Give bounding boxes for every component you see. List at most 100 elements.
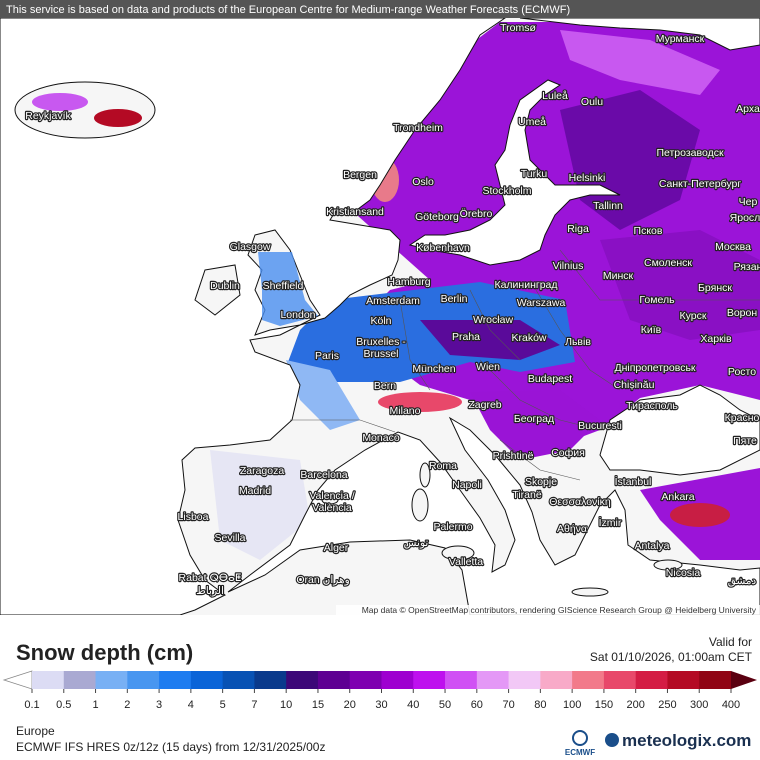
tick-label: 30 <box>375 699 387 711</box>
city-label: Гомель <box>639 294 675 306</box>
city-label: Харків <box>700 333 732 345</box>
attribution-bg <box>336 605 760 615</box>
tick-label: 50 <box>439 699 451 711</box>
tick-label: 150 <box>595 699 613 711</box>
city-label: Bergen <box>343 169 377 181</box>
legend-panel: Snow depth (cm) Valid for Sat 01/10/2026… <box>0 615 760 760</box>
city-label: Reykjavík <box>25 110 71 122</box>
color-segment <box>317 671 351 689</box>
tick-label: 400 <box>722 699 740 711</box>
city-label: الرباط <box>196 585 224 597</box>
city-label: Ankara <box>661 491 694 503</box>
city-label: Смоленск <box>644 257 692 269</box>
city-label: Chișinău <box>614 379 655 391</box>
tick-label: 0.5 <box>56 699 71 711</box>
over-arrow <box>731 671 757 689</box>
color-segment <box>190 671 224 689</box>
city-label: Калининград <box>494 279 557 291</box>
seas <box>0 17 760 615</box>
city-label: Курск <box>680 310 707 322</box>
color-segment <box>127 671 160 689</box>
city-label: Wrocław <box>473 314 513 326</box>
tick-label: 0.1 <box>24 699 39 711</box>
city-label: Valletta <box>449 556 483 568</box>
city-label: Bruxelles - <box>356 336 406 348</box>
city-label: Bern <box>374 380 396 392</box>
tick-label: 2 <box>124 699 130 711</box>
tick-label: 3 <box>156 699 162 711</box>
tick-label: 5 <box>220 699 226 711</box>
city-label: Prishtinë <box>493 450 534 462</box>
city-label: València <box>312 502 352 514</box>
city-label: Kraków <box>511 332 546 344</box>
tick-label: 250 <box>658 699 676 711</box>
city-label: Brussel <box>363 348 398 360</box>
map: Tromsø Мурманск Reykjavík Luleå Oulu Арха Tron… <box>0 0 760 615</box>
city-label: Чер <box>739 196 758 208</box>
city-label: Köln <box>370 315 391 327</box>
city-label: Palermo <box>433 521 472 533</box>
color-segment <box>381 671 414 689</box>
city-label: Oulu <box>581 96 603 108</box>
city-label: Berlin <box>441 293 468 305</box>
color-segment <box>572 671 605 689</box>
city-label: İstanbul <box>615 475 652 488</box>
city-label: Oran وهران <box>296 574 349 586</box>
valid-time: Sat 01/10/2026, 01:00am CET <box>590 650 753 664</box>
tick-label: 10 <box>280 699 292 711</box>
city-label: Київ <box>641 324 662 336</box>
city-label: Madrid <box>239 485 271 497</box>
city-label: Amsterdam <box>366 295 420 307</box>
city-label: Ворон <box>727 307 758 319</box>
city-label: Пяте <box>733 435 757 447</box>
city-label: София <box>551 447 585 459</box>
color-segment <box>286 671 319 689</box>
color-segment <box>508 671 541 689</box>
tick-label: 1 <box>92 699 98 711</box>
city-label: Петрозаводск <box>656 147 724 159</box>
tick-label: 200 <box>627 699 645 711</box>
city-label: Rabat ⵕⴱⴰⵟ <box>179 572 242 584</box>
city-label: Θεσσαλονίκη <box>549 496 611 508</box>
color-segment <box>476 671 510 689</box>
notice-bar <box>0 0 760 18</box>
city-label: Красно <box>725 412 760 424</box>
city-label: Örebro <box>460 208 493 220</box>
city-label: Tiranë <box>512 489 542 501</box>
city-label: Turku <box>521 168 548 180</box>
city-label: Dublin <box>210 280 240 292</box>
city-label: Umeå <box>518 116 546 128</box>
city-label: Praha <box>452 331 480 343</box>
city-label: Paris <box>315 350 339 362</box>
city-label: Београд <box>514 413 554 425</box>
city-label: Рязан <box>734 261 760 273</box>
city-label: Львів <box>565 336 591 348</box>
city-label: Tallinn <box>593 200 623 212</box>
color-segment <box>95 671 128 689</box>
color-segment <box>254 671 287 689</box>
tick-label: 4 <box>188 699 194 711</box>
notice: This service is based on data and produc… <box>6 4 570 16</box>
city-label: Арха <box>736 103 760 115</box>
city-label: Göteborg <box>415 211 459 223</box>
snow-cover <box>0 18 760 560</box>
city-label: تونس <box>404 537 429 549</box>
color-segment <box>63 671 97 689</box>
city-label: Lisboa <box>178 511 209 523</box>
city-label: İzmir <box>599 516 622 529</box>
city-label: Helsinki <box>569 172 606 184</box>
city-label: Sevilla <box>215 532 246 544</box>
color-segment <box>413 671 446 689</box>
color-segment <box>699 671 732 689</box>
city-label: Zagreb <box>468 399 501 411</box>
city-label: Москва <box>715 241 751 253</box>
city-label: Stockholm <box>482 185 531 197</box>
city-label: Αθήνα <box>557 523 587 535</box>
city-label: Riga <box>567 223 589 235</box>
ecmwf-logo: ECMWF <box>565 748 595 757</box>
city-label: Тирасполь <box>626 400 678 412</box>
color-segment <box>540 671 573 689</box>
city-label: Vilnius <box>553 260 584 272</box>
city-label: Barcelona <box>300 469 347 481</box>
city-label: Дніпропетровськ <box>614 362 695 374</box>
